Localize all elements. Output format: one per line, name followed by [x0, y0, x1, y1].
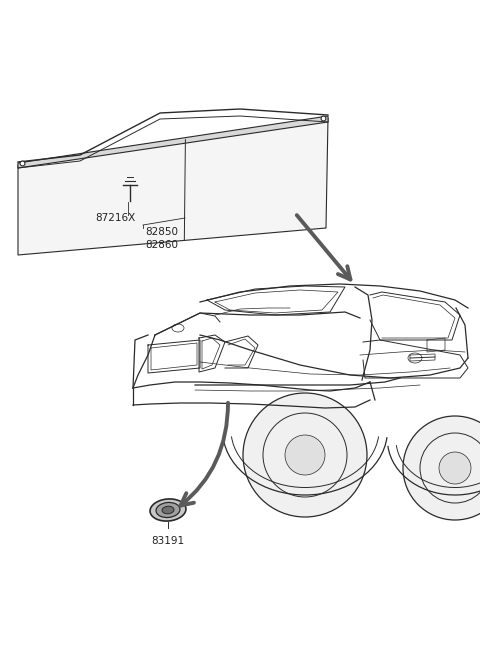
Text: 87216X: 87216X	[95, 213, 135, 223]
Circle shape	[243, 393, 367, 517]
Circle shape	[403, 416, 480, 520]
Circle shape	[439, 452, 471, 484]
Polygon shape	[18, 116, 328, 168]
Text: 82850: 82850	[145, 227, 178, 237]
Circle shape	[285, 435, 325, 475]
Ellipse shape	[162, 506, 174, 514]
Text: 83191: 83191	[151, 536, 185, 546]
Ellipse shape	[150, 499, 186, 521]
Text: 82860: 82860	[145, 240, 178, 250]
Ellipse shape	[156, 502, 180, 517]
Polygon shape	[18, 118, 328, 255]
